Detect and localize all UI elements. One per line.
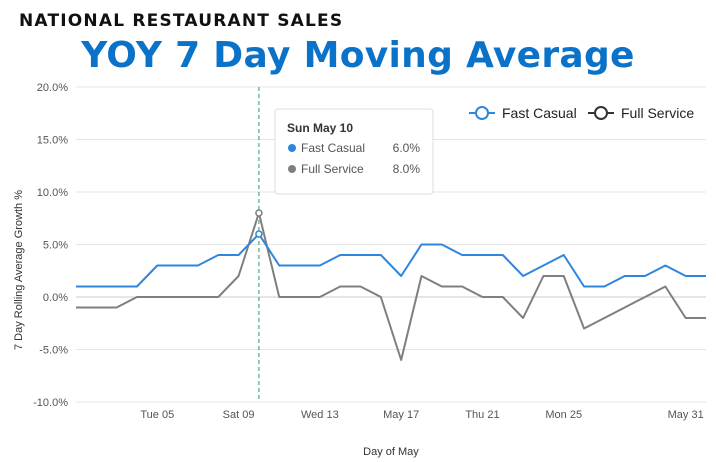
legend: Fast Casual Full Service: [469, 105, 694, 121]
y-tick-label: -10.0%: [33, 397, 68, 409]
x-tick-label: Sat 09: [223, 409, 255, 421]
y-tick-label: 0.0%: [43, 292, 68, 304]
x-tick-label: May 17: [383, 409, 419, 421]
tooltip-label-fast-casual: Fast Casual: [301, 141, 365, 155]
x-tick-label: Mon 25: [545, 409, 582, 421]
y-tick-label: 15.0%: [37, 135, 68, 147]
series-line-full-service: [76, 212, 706, 361]
tooltip-title: Sun May 10: [287, 121, 353, 135]
x-axis-ticks: Tue 05 Sat 09 Wed 13 May 17 Thu 21 Mon 25 May …: [140, 409, 703, 421]
legend-label-fast-casual: Fast Casual: [502, 105, 577, 121]
series-line-fast-casual: [76, 233, 706, 288]
x-tick-label: Tue 05: [140, 409, 174, 421]
tooltip: Sun May 10 Fast Casual 6.0% Full Service…: [274, 108, 434, 195]
series-lines: [76, 212, 706, 361]
chart-supertitle: NATIONAL RESTAURANT SALES: [19, 11, 344, 31]
legend-item-full-service[interactable]: Full Service: [588, 105, 694, 121]
legend-label-full-service: Full Service: [621, 105, 694, 121]
legend-marker-full-service: [594, 106, 608, 120]
tooltip-label-full-service: Full Service: [301, 162, 364, 176]
x-axis-label: Day of May: [363, 446, 419, 458]
y-tick-label: 10.0%: [37, 187, 68, 199]
x-tick-label: May 31: [668, 409, 704, 421]
chart-title: YOY 7 Day Moving Average: [81, 35, 635, 76]
tooltip-value-full-service: 8.0%: [393, 162, 421, 176]
x-tick-label: Wed 13: [301, 409, 339, 421]
tooltip-value-fast-casual: 6.0%: [393, 141, 421, 155]
legend-item-fast-casual[interactable]: Fast Casual: [469, 105, 577, 121]
y-axis-ticks: -10.0% -5.0% 0.0% 5.0% 10.0% 15.0% 20.0%: [33, 82, 68, 409]
y-tick-label: -5.0%: [39, 345, 68, 357]
highlight-markers: [255, 209, 263, 238]
x-tick-label: Thu 21: [465, 409, 499, 421]
tooltip-dot-fast-casual: [288, 144, 296, 152]
legend-marker-fast-casual: [475, 106, 489, 120]
y-tick-label: 20.0%: [37, 82, 68, 94]
y-tick-label: 5.0%: [43, 240, 68, 252]
highlight-point-fast-casual: [255, 230, 263, 238]
highlight-point-full-service: [255, 209, 263, 217]
y-axis-label: 7 Day Rolling Average Growth %: [13, 190, 25, 350]
tooltip-dot-full-service: [288, 165, 296, 173]
